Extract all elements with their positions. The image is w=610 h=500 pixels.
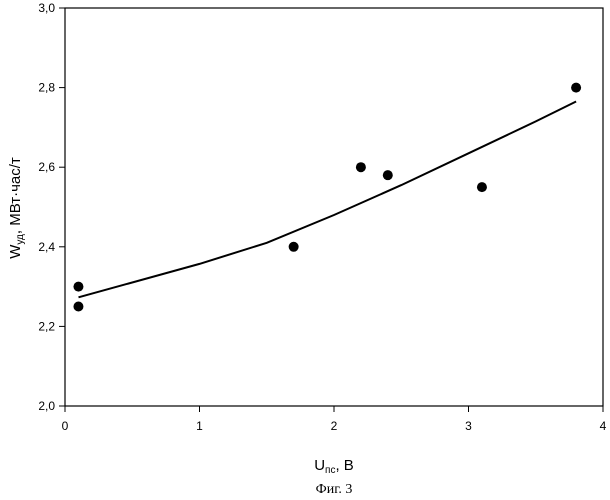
plot-border xyxy=(65,8,603,406)
data-point xyxy=(477,182,487,192)
x-axis-label-main: U xyxy=(314,457,325,474)
y-tick-label: 2,2 xyxy=(38,319,55,333)
x-tick-label: 3 xyxy=(465,419,472,433)
x-tick-label: 4 xyxy=(600,419,607,433)
x-axis-label: Uпс, В xyxy=(314,457,354,476)
x-axis-ticks: 0 1 2 3 4 xyxy=(62,406,607,433)
x-axis-label-sub: пс xyxy=(325,465,335,476)
y-axis-ticks: 2,0 2,2 2,4 2,6 2,8 3,0 xyxy=(38,1,65,413)
y-tick-label: 2,6 xyxy=(38,160,55,174)
data-point xyxy=(73,302,83,312)
x-tick-label: 0 xyxy=(62,419,69,433)
data-point xyxy=(73,282,83,292)
x-tick-label: 2 xyxy=(331,419,338,433)
y-axis-label-main: W xyxy=(7,244,24,259)
data-point xyxy=(383,170,393,180)
x-axis-label-rest: , В xyxy=(335,457,353,474)
data-point xyxy=(356,162,366,172)
data-point xyxy=(571,83,581,93)
x-tick-label: 1 xyxy=(196,419,203,433)
fit-curve xyxy=(79,102,577,298)
y-tick-label: 2,8 xyxy=(38,81,55,95)
y-axis-label-sub: уд xyxy=(15,234,26,245)
data-point xyxy=(289,242,299,252)
figure-caption: Фиг. 3 xyxy=(316,482,353,497)
y-tick-label: 2,4 xyxy=(38,240,55,254)
plot-frame xyxy=(65,8,603,406)
y-axis-label: Wуд, МВт·час/т xyxy=(7,157,26,259)
y-axis-label-rest: , МВт·час/т xyxy=(7,157,24,234)
fit-curve-group xyxy=(79,102,577,298)
y-tick-label: 2,0 xyxy=(38,399,55,413)
y-tick-label: 3,0 xyxy=(38,1,55,15)
